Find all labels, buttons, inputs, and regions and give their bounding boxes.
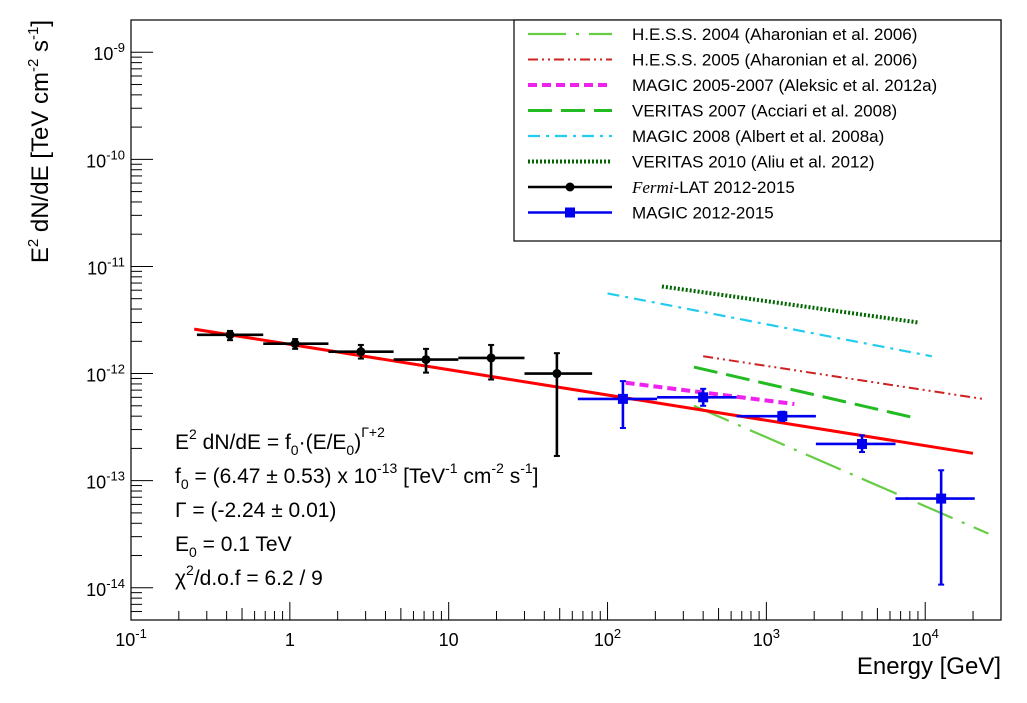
series-line-0 — [693, 404, 989, 535]
y-tick-label: 10-11 — [87, 254, 125, 278]
x-axis-ticks — [130, 602, 1002, 620]
series-line-4 — [607, 292, 932, 358]
fit-line — [193, 327, 974, 455]
legend-label: VERITAS 2007 (Acciari et al. 2008) — [632, 102, 897, 121]
f0-text: f0 = (6.47 ± 0.53) x 10-13 [TeV-1 cm-2 s… — [175, 460, 539, 492]
x-axis-title: Energy [GeV] — [857, 653, 1001, 680]
series-line-3 — [693, 365, 919, 421]
data-point-square — [777, 411, 788, 422]
fit-annotation: E2 dN/dE = f0·(E/E0)Γ+2 f0 = (6.47 ± 0.5… — [175, 424, 539, 590]
formula-text: E2 dN/dE = f0·(E/E0)Γ+2 — [175, 424, 385, 458]
legend-entry: H.E.S.S. 2005 (Aharonian et al. 2006) — [528, 51, 917, 70]
x-tick-label: 10 — [439, 630, 459, 650]
x-tick-label: 102 — [594, 626, 621, 650]
legend-label: H.E.S.S. 2004 (Aharonian et al. 2006) — [632, 25, 917, 44]
x-tick-label: 103 — [753, 626, 780, 650]
data-point-square — [857, 438, 868, 449]
legend-entry: Fermi-LAT 2012-2015 — [528, 178, 795, 197]
legend-box — [513, 19, 1002, 242]
e0-text: E0 = 0.1 TeV — [175, 533, 292, 560]
data-point-circle — [225, 330, 235, 340]
data-point-circle — [552, 369, 562, 379]
legend-entry: MAGIC 2012-2015 — [528, 204, 774, 223]
x-tick-label: 10-1 — [115, 626, 147, 650]
reference-spectra — [607, 284, 989, 535]
legend-entry: MAGIC 2005-2007 (Aleksic et al. 2012a) — [528, 76, 937, 95]
y-axis-tick-labels: 10-14 10-13 10-12 10-11 10-10 10-9 — [86, 40, 125, 600]
series-line-5 — [661, 284, 919, 325]
legend-label: MAGIC 2012-2015 — [632, 204, 774, 223]
data-point-circle — [290, 339, 300, 349]
y-axis-ticks — [131, 19, 153, 621]
legend-label: MAGIC 2005-2007 (Aleksic et al. 2012a) — [632, 76, 937, 95]
data-point-circle — [356, 347, 366, 357]
data-point-square — [698, 392, 709, 403]
x-axis-tick-labels: 10-1 1 10 102 103 104 — [115, 626, 939, 650]
data-point-square — [936, 493, 947, 504]
series-line-2 — [625, 380, 795, 406]
data-point-circle — [486, 353, 496, 363]
y-tick-label: 10-12 — [86, 362, 125, 386]
legend-entry: MAGIC 2008 (Albert et al. 2008a) — [528, 127, 884, 146]
y-axis-title: E2 dN/dE [TeV cm-2 s-1] — [25, 20, 54, 263]
gamma-text: Γ = (-2.24 ± 0.01) — [175, 499, 336, 522]
legend-entry: VERITAS 2010 (Aliu et al. 2012) — [528, 153, 875, 172]
data-point-square — [617, 393, 628, 404]
data-points — [196, 329, 975, 586]
y-tick-label: 10-9 — [93, 40, 125, 64]
legend-label: VERITAS 2010 (Aliu et al. 2012) — [632, 153, 875, 172]
chi2-text: χ2/d.o.f = 6.2 / 9 — [175, 562, 323, 590]
legend-marker — [565, 182, 575, 192]
series-line-1 — [703, 355, 983, 400]
legend-entry: VERITAS 2007 (Acciari et al. 2008) — [528, 102, 897, 121]
legend-label: Fermi-LAT 2012-2015 — [631, 178, 795, 197]
x-tick-label: 104 — [912, 626, 939, 650]
legend: H.E.S.S. 2004 (Aharonian et al. 2006) H.E… — [513, 19, 1002, 242]
legend-marker — [565, 207, 575, 218]
legend-label: H.E.S.S. 2005 (Aharonian et al. 2006) — [632, 51, 917, 70]
legend-label: MAGIC 2008 (Albert et al. 2008a) — [632, 127, 884, 146]
y-tick-label: 10-14 — [86, 576, 125, 600]
y-tick-label: 10-10 — [86, 147, 125, 171]
legend-entry: H.E.S.S. 2004 (Aharonian et al. 2006) — [528, 25, 917, 44]
x-tick-label: 1 — [285, 630, 295, 650]
data-point-circle — [421, 355, 431, 365]
y-tick-label: 10-13 — [86, 469, 125, 493]
